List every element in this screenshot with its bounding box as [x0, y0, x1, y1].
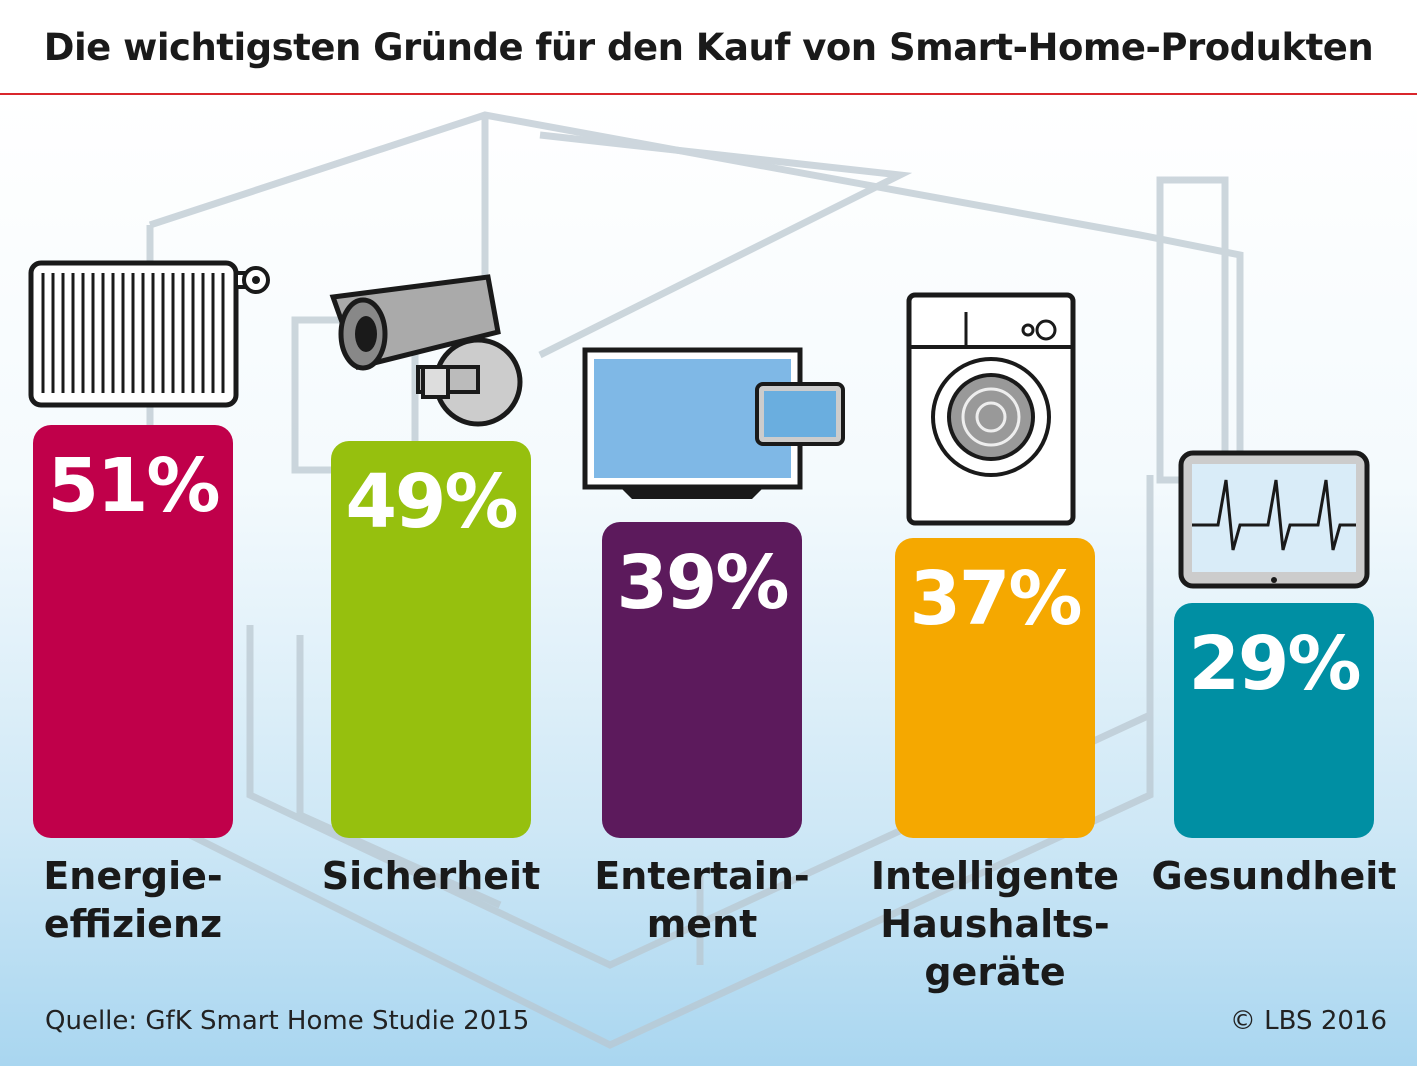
heart-monitor-tablet-icon [1178, 450, 1370, 589]
bar-value-label: 29% [1188, 621, 1361, 708]
bar-3 [602, 522, 802, 838]
copyright-note: © LBS 2016 [1229, 1006, 1387, 1036]
chart-title: Die wichtigsten Gründe für den Kauf von … [43, 25, 1374, 69]
bar-5 [1174, 603, 1374, 838]
category-label: Gesundheit [1151, 854, 1397, 898]
bar-1 [33, 424, 233, 838]
security-camera-icon [329, 274, 523, 427]
bar-value-label: 51% [47, 442, 220, 529]
radiator-icon [28, 260, 270, 408]
category-label: Intelligente Haushalts- geräte [870, 854, 1120, 994]
category-label: Entertain- ment [594, 854, 810, 946]
bar-4 [895, 538, 1095, 838]
bar-value-label: 49% [345, 459, 518, 546]
bar-value-label: 37% [909, 556, 1082, 643]
source-note: Quelle: GfK Smart Home Studie 2015 [45, 1006, 530, 1036]
title-divider [0, 93, 1417, 95]
category-label: Energie- effizienz [43, 854, 223, 946]
category-label: Sicherheit [321, 854, 541, 898]
tv-tablet-icon [582, 347, 845, 499]
washing-machine-icon [906, 292, 1076, 526]
bar-value-label: 39% [616, 540, 789, 627]
bar-2 [331, 441, 531, 838]
